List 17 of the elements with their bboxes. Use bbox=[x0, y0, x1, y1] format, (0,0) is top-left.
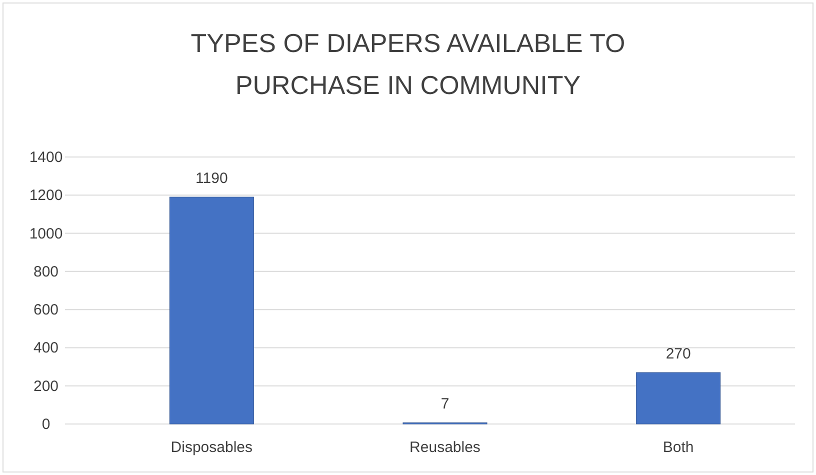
bar bbox=[169, 196, 254, 424]
y-tick-label: 200 bbox=[33, 378, 59, 395]
x-tick-label: Both bbox=[662, 439, 694, 456]
data-label: 1190 bbox=[196, 170, 228, 188]
y-tick-label: 1000 bbox=[29, 225, 63, 242]
data-label: 270 bbox=[666, 346, 691, 363]
y-tick-label: 1400 bbox=[29, 149, 63, 166]
data-label: 7 bbox=[440, 396, 450, 413]
x-tick-label: Disposables bbox=[170, 439, 253, 456]
y-tick-label: 0 bbox=[42, 416, 50, 433]
x-tick-label: Reusables bbox=[410, 439, 480, 456]
y-tick-label: 1200 bbox=[29, 187, 63, 204]
y-tick-label: 800 bbox=[33, 263, 59, 280]
bar bbox=[636, 372, 721, 424]
chart-title: TYPES OF DIAPERS AVAILABLE TO PURCHASE IN COMMUNITY bbox=[190, 28, 626, 100]
y-tick-label: 400 bbox=[33, 340, 59, 357]
y-tick-label: 600 bbox=[33, 302, 59, 319]
